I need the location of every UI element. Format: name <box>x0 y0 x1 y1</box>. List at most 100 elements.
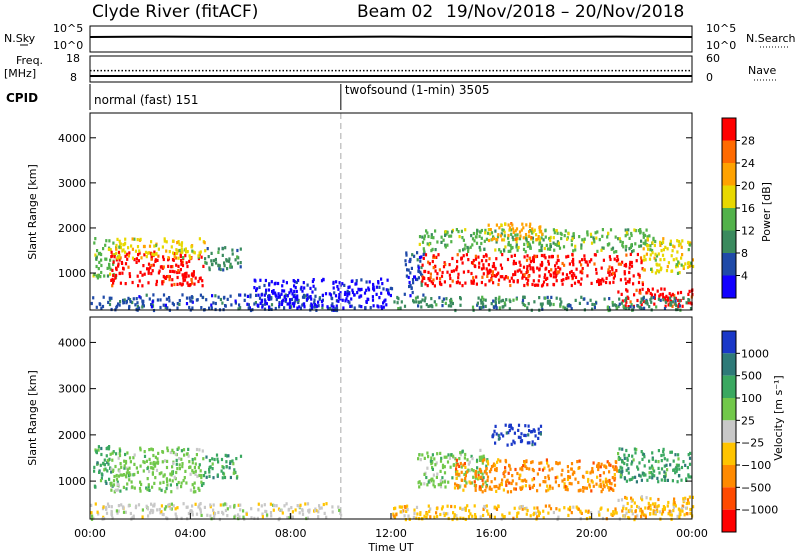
range-cell <box>651 473 654 477</box>
range-cell <box>660 478 663 482</box>
range-cell <box>468 509 471 513</box>
range-cell <box>591 480 594 484</box>
range-cell <box>131 280 134 285</box>
range-cell <box>146 477 149 481</box>
range-cell <box>178 242 181 246</box>
range-cell <box>586 230 589 234</box>
range-cell <box>525 479 528 483</box>
range-cell <box>450 240 453 244</box>
range-cell <box>113 255 116 259</box>
range-cell <box>222 466 225 470</box>
range-cell <box>515 245 518 249</box>
range-cell <box>535 511 538 515</box>
range-cell <box>663 464 666 468</box>
range-cell <box>171 465 174 469</box>
range-cell <box>363 291 367 295</box>
range-cell <box>231 252 234 256</box>
range-cell <box>104 243 107 247</box>
range-cell <box>499 275 502 279</box>
range-cell <box>198 448 201 452</box>
range-cell <box>332 286 335 290</box>
range-cell <box>382 287 385 291</box>
range-cell <box>486 274 489 278</box>
range-cell <box>525 506 528 510</box>
range-cell <box>441 463 445 467</box>
range-cell <box>644 506 647 510</box>
range-cell <box>541 307 544 311</box>
range-cell <box>671 304 674 308</box>
range-cell <box>478 455 481 459</box>
range-cell <box>112 483 116 487</box>
range-cell <box>642 235 645 239</box>
range-cell <box>546 247 550 251</box>
range-cell <box>647 287 650 292</box>
range-cell <box>617 455 620 460</box>
range-cell <box>676 464 679 468</box>
range-cell <box>415 516 418 520</box>
range-cell <box>176 270 179 275</box>
range-cell <box>438 296 441 300</box>
range-cell <box>202 457 205 461</box>
range-cell <box>638 461 641 465</box>
range-cell <box>233 515 236 519</box>
range-cell <box>147 270 150 274</box>
range-cell <box>439 459 443 463</box>
range-cell <box>255 293 258 297</box>
range-cell <box>655 262 658 266</box>
range-cell <box>221 476 224 480</box>
range-cell <box>127 254 130 258</box>
range-cell <box>478 230 482 234</box>
range-cell <box>654 511 657 515</box>
range-cell <box>453 486 457 490</box>
range-cell <box>476 458 479 462</box>
range-cell <box>387 288 390 292</box>
range-cell <box>138 295 141 299</box>
range-cell <box>170 507 173 511</box>
range-cell <box>414 296 418 300</box>
range-cell <box>211 263 214 267</box>
range-cell <box>445 297 448 301</box>
range-cell <box>420 283 423 287</box>
range-cell <box>460 229 463 233</box>
range-cell <box>247 306 250 310</box>
range-cell <box>510 426 513 430</box>
range-cell <box>111 469 114 473</box>
range-cell <box>625 300 628 304</box>
range-cell <box>528 467 531 471</box>
range-cell <box>593 240 596 244</box>
range-cell <box>463 507 466 511</box>
range-cell <box>155 243 158 248</box>
range-cell <box>662 453 665 457</box>
range-cell <box>339 511 342 515</box>
range-cell <box>160 510 163 514</box>
range-cell <box>494 441 497 445</box>
range-cell <box>260 299 263 303</box>
range-cell <box>474 472 477 476</box>
range-cell <box>573 471 576 475</box>
range-cell <box>537 509 540 513</box>
range-cell <box>613 476 617 480</box>
range-cell <box>643 455 646 459</box>
range-cell <box>172 504 175 508</box>
range-cell <box>109 298 112 302</box>
range-cell <box>159 305 162 310</box>
range-cell <box>308 508 311 512</box>
range-cell <box>546 301 549 305</box>
range-cell <box>625 507 628 511</box>
range-cell <box>617 237 620 241</box>
range-cell <box>110 278 113 282</box>
range-cell <box>119 242 122 246</box>
range-cell <box>504 469 507 473</box>
power-colorbar-tick-label: 28 <box>741 135 755 148</box>
range-cell <box>461 507 464 511</box>
range-cell <box>115 477 119 481</box>
range-cell <box>136 470 139 474</box>
range-cell <box>464 506 467 510</box>
range-cell <box>151 300 154 304</box>
range-cell <box>525 277 528 281</box>
range-cell <box>606 460 609 464</box>
range-cell <box>537 513 540 518</box>
range-cell <box>510 276 513 280</box>
range-cell <box>480 267 484 271</box>
